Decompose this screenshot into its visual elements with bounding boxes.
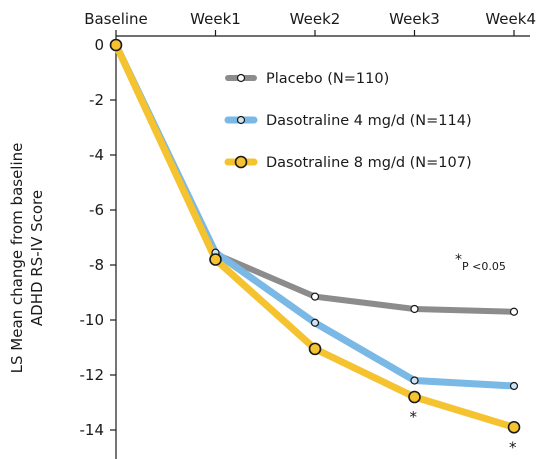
y-tick-label: 0 — [94, 36, 104, 54]
significance-star: * — [509, 438, 517, 456]
y-axis-title-line: LS Mean change from baseline — [8, 143, 26, 374]
y-tick-label: -2 — [89, 91, 104, 109]
data-point — [509, 381, 519, 391]
y-tick-label: -14 — [80, 421, 105, 439]
series-lines — [112, 41, 518, 431]
legend-marker — [234, 155, 248, 169]
y-axis-label: LS Mean change from baseline ADHD RS-IV S… — [8, 143, 46, 374]
data-point — [310, 292, 320, 301]
data-point — [109, 38, 123, 52]
series-line — [112, 41, 518, 431]
data-point — [410, 376, 419, 385]
legend: Placebo (N=110) Dasotraline 4 mg/d (N=114… — [224, 71, 472, 171]
legend-marker — [236, 73, 246, 83]
y-tick-label: -10 — [80, 311, 105, 329]
x-tick-label: Week3 — [389, 10, 440, 28]
legend-marker — [236, 115, 246, 125]
y-axis-title-line: ADHD RS-IV Score — [28, 190, 46, 326]
x-tick-label: Week2 — [290, 10, 341, 28]
annotation-star: * — [455, 252, 462, 268]
annotation-text: P <0.05 — [462, 260, 506, 273]
series-line — [112, 41, 518, 390]
series-markers — [109, 38, 521, 434]
annotation: * P <0.05 — [455, 252, 506, 273]
y-tick-label: -6 — [89, 201, 104, 219]
data-point — [209, 253, 222, 266]
x-axis: Baseline Week1 Week2 Week3 Week4 — [84, 10, 536, 37]
legend-label: Placebo (N=110) — [266, 71, 389, 87]
y-tick-label: -4 — [89, 146, 104, 164]
data-point — [408, 390, 421, 404]
y-tick-label: -8 — [89, 256, 104, 274]
y-axis-title: LS Mean change from baseline ADHD RS-IV S… — [8, 143, 46, 374]
x-tick-label: Baseline — [84, 10, 148, 28]
data-point — [308, 342, 322, 356]
legend-label: Dasotraline 8 mg/d (N=107) — [266, 155, 472, 171]
y-axis: 0 -2 -4 -6 -8 -10 -12 -14 — [80, 36, 117, 459]
legend-label: Dasotraline 4 mg/d (N=114) — [266, 113, 472, 129]
y-tick-label: -12 — [80, 366, 105, 384]
data-point — [310, 318, 320, 327]
significance-star: * — [410, 408, 418, 426]
data-point — [507, 420, 521, 434]
x-tick-label: Week1 — [190, 10, 241, 28]
x-tick-label: Week4 — [485, 10, 536, 28]
data-point — [509, 307, 519, 316]
data-point — [410, 304, 419, 314]
significance-markers: ** — [410, 408, 518, 456]
